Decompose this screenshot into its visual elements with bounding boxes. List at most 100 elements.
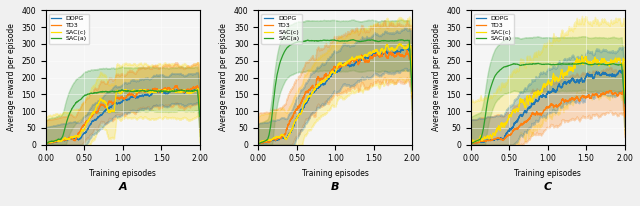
Line: TD3: TD3 bbox=[259, 50, 412, 144]
Y-axis label: Average reward per episode: Average reward per episode bbox=[7, 24, 16, 131]
SAC(a) bbox=[616, 63, 624, 66]
TD3 bbox=[404, 52, 412, 54]
SAC(a) bbox=[325, 39, 333, 42]
DDPG bbox=[538, 96, 545, 98]
Y-axis label: Average reward per episode: Average reward per episode bbox=[432, 24, 441, 131]
DDPG bbox=[50, 141, 58, 144]
SAC(c) bbox=[616, 60, 624, 63]
TD3 bbox=[191, 87, 199, 89]
TD3 bbox=[538, 114, 545, 116]
Text: C: C bbox=[543, 182, 552, 192]
DDPG bbox=[262, 142, 270, 144]
SAC(c) bbox=[616, 60, 624, 62]
SAC(a) bbox=[191, 89, 199, 92]
SAC(a) bbox=[42, 143, 50, 145]
SAC(a) bbox=[349, 39, 357, 41]
DDPG bbox=[620, 69, 627, 71]
SAC(c) bbox=[475, 138, 483, 141]
DDPG bbox=[408, 95, 416, 97]
DDPG bbox=[196, 115, 204, 117]
SAC(a) bbox=[262, 139, 270, 142]
TD3 bbox=[616, 92, 624, 94]
DDPG bbox=[113, 102, 120, 105]
SAC(a) bbox=[329, 39, 337, 41]
SAC(a) bbox=[408, 90, 416, 92]
SAC(c) bbox=[541, 83, 549, 86]
TD3 bbox=[191, 87, 199, 89]
DDPG bbox=[404, 49, 412, 52]
TD3 bbox=[173, 84, 180, 87]
SAC(c) bbox=[408, 94, 416, 96]
Line: TD3: TD3 bbox=[46, 85, 200, 144]
SAC(c) bbox=[196, 115, 204, 117]
TD3 bbox=[408, 97, 416, 99]
Legend: DDPG, TD3, SAC(c), SAC(a): DDPG, TD3, SAC(c), SAC(a) bbox=[49, 14, 90, 44]
SAC(a) bbox=[255, 142, 262, 145]
Line: DDPG: DDPG bbox=[470, 70, 625, 144]
SAC(c) bbox=[262, 139, 270, 142]
Line: SAC(c): SAC(c) bbox=[259, 43, 412, 144]
TD3 bbox=[376, 56, 383, 59]
DDPG bbox=[191, 89, 199, 91]
DDPG bbox=[191, 89, 199, 91]
TD3 bbox=[42, 143, 50, 146]
SAC(a) bbox=[538, 63, 545, 66]
SAC(a) bbox=[196, 115, 204, 118]
SAC(c) bbox=[117, 92, 125, 94]
SAC(c) bbox=[406, 42, 413, 44]
Line: SAC(a): SAC(a) bbox=[259, 40, 412, 144]
TD3 bbox=[588, 95, 596, 97]
Line: SAC(c): SAC(c) bbox=[46, 89, 200, 144]
TD3 bbox=[606, 89, 614, 92]
TD3 bbox=[475, 141, 483, 144]
DDPG bbox=[194, 88, 202, 90]
SAC(c) bbox=[50, 140, 58, 142]
SAC(c) bbox=[194, 88, 202, 90]
DDPG bbox=[475, 140, 483, 143]
SAC(a) bbox=[475, 139, 483, 141]
DDPG bbox=[541, 96, 549, 99]
SAC(a) bbox=[616, 63, 624, 66]
SAC(c) bbox=[467, 142, 474, 144]
SAC(c) bbox=[329, 71, 337, 74]
TD3 bbox=[117, 96, 125, 98]
Legend: DDPG, TD3, SAC(c), SAC(a): DDPG, TD3, SAC(c), SAC(a) bbox=[261, 14, 302, 44]
TD3 bbox=[329, 68, 337, 71]
TD3 bbox=[262, 141, 270, 144]
TD3 bbox=[541, 108, 549, 110]
SAC(a) bbox=[113, 90, 120, 93]
SAC(a) bbox=[621, 102, 628, 104]
TD3 bbox=[467, 143, 474, 145]
DDPG bbox=[588, 73, 596, 76]
Line: DDPG: DDPG bbox=[259, 48, 412, 144]
SAC(c) bbox=[325, 75, 333, 77]
X-axis label: Training episodes: Training episodes bbox=[90, 169, 156, 178]
SAC(a) bbox=[541, 63, 549, 66]
TD3 bbox=[404, 52, 412, 55]
X-axis label: Training episodes: Training episodes bbox=[302, 169, 369, 178]
X-axis label: Training episodes: Training episodes bbox=[514, 169, 581, 178]
DDPG bbox=[616, 70, 624, 73]
SAC(c) bbox=[255, 143, 262, 145]
SAC(a) bbox=[376, 40, 383, 43]
SAC(c) bbox=[588, 63, 596, 65]
Line: TD3: TD3 bbox=[470, 90, 625, 144]
DDPG bbox=[401, 47, 408, 49]
DDPG bbox=[616, 70, 624, 72]
SAC(c) bbox=[191, 90, 199, 92]
Line: SAC(a): SAC(a) bbox=[470, 63, 625, 144]
DDPG bbox=[329, 71, 337, 74]
DDPG bbox=[325, 77, 333, 79]
TD3 bbox=[403, 49, 411, 52]
SAC(a) bbox=[404, 39, 412, 42]
SAC(c) bbox=[163, 90, 171, 92]
SAC(a) bbox=[118, 89, 125, 91]
SAC(c) bbox=[404, 45, 412, 47]
SAC(a) bbox=[588, 63, 596, 66]
DDPG bbox=[117, 101, 125, 104]
SAC(a) bbox=[163, 90, 171, 92]
TD3 bbox=[255, 143, 262, 145]
SAC(a) bbox=[579, 62, 587, 64]
SAC(a) bbox=[467, 143, 474, 145]
Text: A: A bbox=[118, 182, 127, 192]
